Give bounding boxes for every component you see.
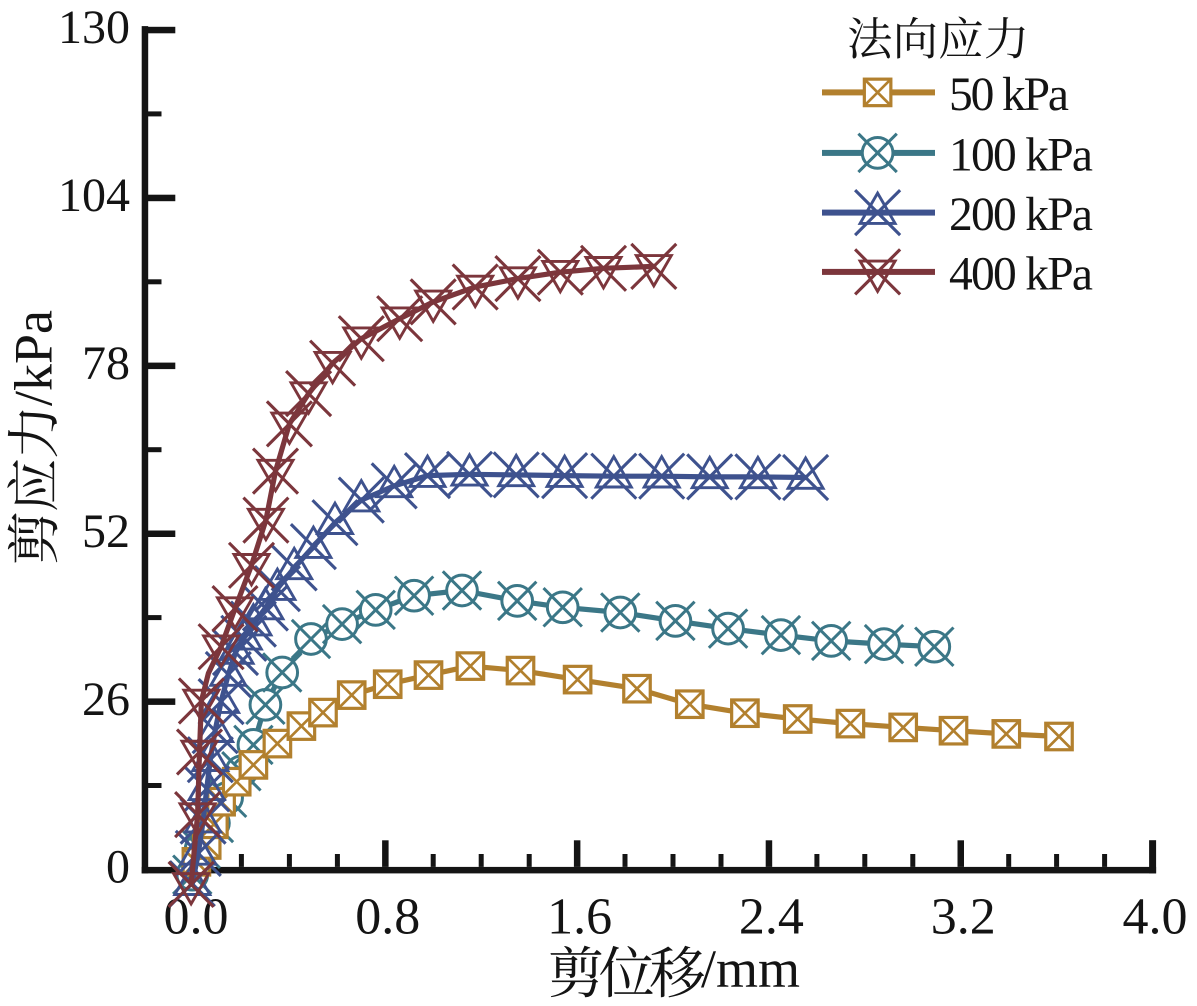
svg-text:400 kPa: 400 kPa [949,248,1093,300]
svg-text:4.0: 4.0 [1123,889,1188,946]
svg-text:200 kPa: 200 kPa [949,189,1093,241]
svg-text:1.6: 1.6 [547,889,612,946]
svg-text:0: 0 [106,841,130,894]
svg-text:3.2: 3.2 [931,889,996,946]
svg-text:52: 52 [82,505,130,558]
svg-text:104: 104 [58,169,130,222]
svg-text:2.4: 2.4 [739,889,804,946]
svg-text:/mm: /mm [701,939,800,999]
svg-text:100 kPa: 100 kPa [949,129,1093,181]
svg-text:/kPa: /kPa [4,310,64,406]
svg-text:50 kPa: 50 kPa [949,69,1069,121]
svg-text:0.8: 0.8 [355,889,420,946]
svg-text:26: 26 [82,673,130,726]
svg-text:78: 78 [82,337,130,390]
svg-text:130: 130 [58,1,130,54]
